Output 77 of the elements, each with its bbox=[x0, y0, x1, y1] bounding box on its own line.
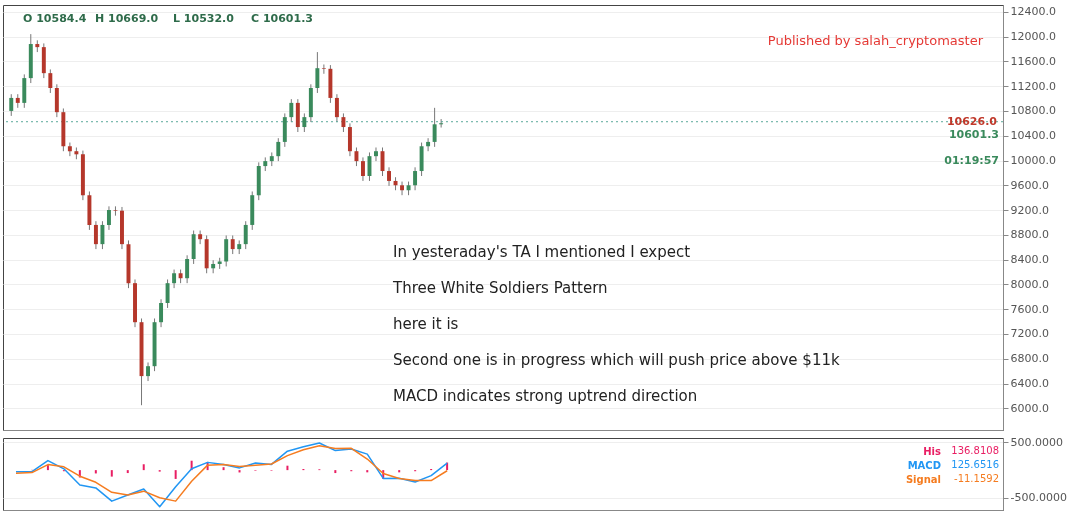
candlestick bbox=[165, 278, 170, 309]
annotation: H 10669.0 bbox=[95, 12, 159, 25]
annotation: 136.8108 bbox=[951, 445, 999, 456]
candlestick bbox=[439, 118, 444, 129]
y-tick-label: 10000.0 bbox=[1010, 154, 1056, 167]
annotation: C 10601.3 bbox=[251, 12, 314, 25]
candlestick bbox=[354, 146, 359, 167]
bar bbox=[174, 470, 177, 479]
annotation: Three White Soldiers Pattern bbox=[392, 279, 608, 297]
annotation: In yesteraday's TA I mentioned I expect bbox=[393, 243, 691, 261]
y-tick-label: 11600.0 bbox=[1010, 54, 1056, 68]
candlestick bbox=[341, 112, 346, 133]
candlestick bbox=[100, 220, 105, 250]
candlestick bbox=[289, 98, 294, 123]
candlestick bbox=[374, 146, 378, 162]
y-tick-label: 8800.0 bbox=[1010, 228, 1049, 242]
candlestick bbox=[48, 68, 53, 94]
annotation: 01:19:57 bbox=[944, 154, 999, 167]
candlestick bbox=[230, 234, 235, 255]
y-tick-label: 6400.0 bbox=[1010, 377, 1049, 391]
y-tick-label: 8400.0 bbox=[1010, 253, 1049, 267]
candlestick bbox=[198, 230, 203, 245]
candlestick bbox=[146, 361, 151, 382]
candlestick bbox=[276, 137, 281, 162]
candlestick bbox=[9, 93, 14, 117]
y-tick-label: 9600.0 bbox=[1010, 178, 1049, 192]
y-tick-label: 9200.0 bbox=[1010, 203, 1049, 217]
candlestick bbox=[185, 254, 190, 284]
y-tick-label: 500.0000 bbox=[1010, 435, 1063, 449]
candlestick bbox=[302, 112, 307, 133]
candlestick bbox=[93, 220, 98, 250]
candlestick bbox=[106, 205, 111, 231]
text: MACD bbox=[907, 460, 941, 471]
bar bbox=[334, 470, 337, 474]
y-tick-label: 11200.0 bbox=[1010, 79, 1056, 93]
annotation: L 10532.0 bbox=[173, 12, 235, 25]
bar bbox=[366, 470, 369, 473]
annotation: MACD indicates strong uptrend direction bbox=[393, 387, 698, 405]
y-tick-label: 12400.0 bbox=[1010, 5, 1056, 19]
annotation: -11.1592 bbox=[954, 473, 999, 484]
candlestick bbox=[113, 205, 118, 217]
bar bbox=[110, 470, 113, 477]
annotation: Second one is in progress which will push price above $11k bbox=[393, 351, 840, 369]
annotation: O 10584.4 bbox=[23, 12, 87, 25]
text: Signal bbox=[905, 474, 941, 485]
y-tick-label: -500.0000 bbox=[1010, 491, 1067, 505]
candlestick bbox=[172, 269, 177, 289]
candlestick bbox=[67, 142, 72, 157]
bar bbox=[398, 470, 401, 473]
candlestick bbox=[360, 156, 365, 182]
candlestick bbox=[400, 181, 405, 196]
bar bbox=[222, 467, 225, 471]
candlestick bbox=[243, 220, 248, 250]
candlestick bbox=[315, 51, 320, 94]
y-tick-label: 6800.0 bbox=[1010, 352, 1049, 366]
y-tick-label: 8000.0 bbox=[1010, 277, 1049, 291]
bar bbox=[142, 464, 145, 471]
text: His bbox=[923, 446, 942, 457]
y-tick-label: 6000.0 bbox=[1010, 401, 1049, 415]
y-tick-label: 10800.0 bbox=[1010, 104, 1056, 118]
y-tick-label: 12000.0 bbox=[1010, 30, 1056, 44]
candlestick bbox=[224, 234, 229, 267]
candlestick bbox=[426, 137, 431, 152]
y-tick-label: 7600.0 bbox=[1010, 302, 1049, 316]
candlestick bbox=[413, 166, 418, 191]
candlestick bbox=[387, 166, 391, 187]
y-tick-label: 10400.0 bbox=[1010, 129, 1056, 143]
candlestick bbox=[432, 107, 437, 148]
candlestick bbox=[321, 63, 326, 75]
annotation: here it is bbox=[393, 315, 459, 333]
annotation: 10601.3 bbox=[948, 128, 999, 142]
ref-line-label: 10626.0 bbox=[946, 114, 998, 128]
annotation: Published by salah_cryptomaster bbox=[767, 33, 984, 48]
candlestick bbox=[159, 298, 164, 328]
annotation: 125.6516 bbox=[951, 459, 999, 470]
y-tick-label: 7200.0 bbox=[1010, 327, 1049, 341]
candlestick bbox=[334, 93, 339, 123]
